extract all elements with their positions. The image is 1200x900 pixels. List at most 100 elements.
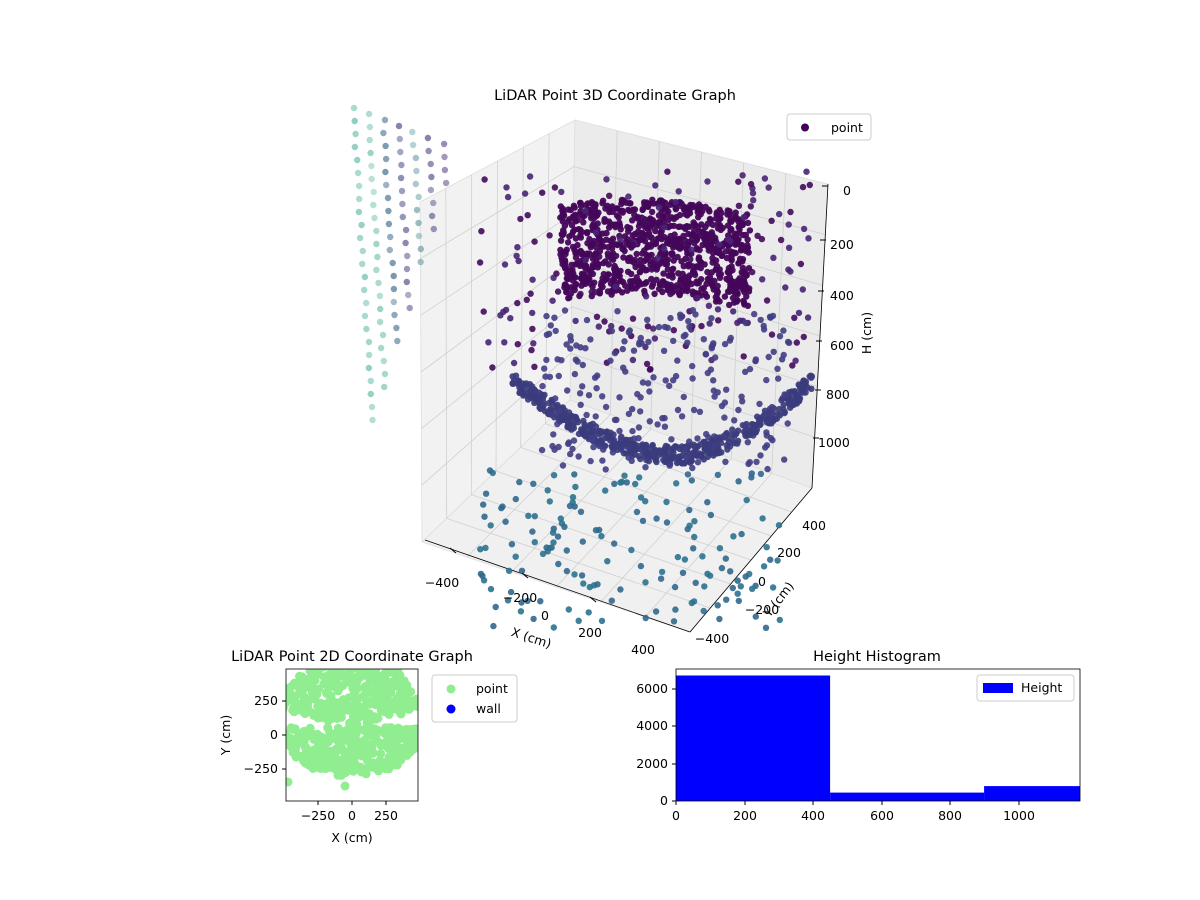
- point-3d: [776, 210, 783, 218]
- point-2d: [403, 733, 413, 743]
- point-3d: [733, 430, 740, 437]
- point-3d: [731, 417, 738, 424]
- point-3d: [655, 204, 663, 211]
- point-3d: [368, 162, 375, 170]
- point-3d: [722, 555, 729, 562]
- point-3d: [604, 250, 611, 257]
- point-3d: [742, 319, 749, 327]
- legend-2d-label-point: point: [476, 681, 508, 696]
- point-3d: [685, 452, 693, 459]
- point-3d: [761, 411, 768, 419]
- point-3d: [709, 221, 717, 229]
- point-3d: [427, 160, 434, 168]
- legend-hist-box: [976, 674, 1075, 702]
- point-3d: [509, 373, 516, 380]
- point-3d: [580, 219, 587, 226]
- point-3d: [367, 390, 374, 398]
- point-3d: [572, 483, 579, 491]
- point-3d: [661, 245, 668, 253]
- y-ticks-hist: 0 2000 4000 6000: [636, 681, 676, 808]
- point-3d: [521, 190, 529, 197]
- point-3d: [614, 308, 621, 315]
- point-3d: [726, 337, 734, 344]
- point-3d: [558, 188, 565, 196]
- point-3d: [707, 511, 715, 519]
- point-3d: [598, 532, 605, 540]
- point-3d: [750, 197, 757, 204]
- point-3d: [592, 413, 599, 420]
- point-3d: [711, 442, 719, 449]
- point-2d: [323, 723, 333, 733]
- point-3d: [546, 544, 553, 552]
- point-3d: [397, 174, 405, 182]
- point-3d: [480, 501, 487, 508]
- point-3d: [592, 201, 599, 208]
- point-3d: [501, 261, 509, 268]
- point-3d: [795, 393, 802, 400]
- point-3d: [622, 368, 629, 375]
- point-3d: [602, 403, 610, 411]
- point-3d: [676, 235, 684, 242]
- point-3d: [684, 223, 691, 230]
- z-axis-line: [811, 183, 829, 489]
- point-3d: [621, 338, 628, 345]
- point-3d: [367, 377, 374, 385]
- point-3d: [643, 360, 651, 368]
- point-3d: [683, 209, 690, 216]
- point-3d: [635, 261, 643, 268]
- point-3d: [669, 266, 676, 273]
- point-3d: [733, 298, 740, 305]
- point-3d: [656, 218, 664, 225]
- point-2d: [349, 689, 359, 699]
- point-3d: [763, 297, 771, 304]
- point-3d: [548, 411, 555, 418]
- point-3d: [728, 218, 735, 225]
- point-3d: [642, 579, 649, 586]
- point-3d: [579, 274, 587, 281]
- point-3d: [571, 571, 578, 578]
- point-3d: [715, 249, 722, 257]
- point-2d: [370, 724, 380, 734]
- point-3d: [644, 202, 651, 210]
- point-3d: [646, 233, 653, 241]
- point-3d: [634, 390, 641, 398]
- point-3d: [374, 253, 381, 261]
- y-tick-label: 0: [660, 793, 668, 808]
- point-3d: [550, 472, 558, 479]
- point-3d: [716, 545, 724, 552]
- point-3d: [604, 558, 611, 565]
- point-3d: [380, 357, 387, 365]
- point-3d: [676, 223, 684, 230]
- point-3d: [658, 568, 666, 576]
- point-3d: [625, 410, 633, 418]
- point-3d: [729, 437, 736, 444]
- point-3d: [688, 457, 695, 465]
- point-3d: [477, 546, 484, 553]
- point-3d: [679, 569, 687, 576]
- point-3d: [728, 257, 735, 264]
- point-3d: [690, 545, 697, 552]
- point-3d: [623, 479, 630, 486]
- point-2d: [393, 723, 403, 733]
- point-3d: [379, 331, 387, 339]
- point-3d: [508, 541, 516, 548]
- point-3d: [686, 323, 693, 331]
- point-3d: [685, 318, 692, 325]
- point-3d: [572, 317, 579, 325]
- point-3d: [585, 392, 593, 399]
- point-3d: [524, 385, 532, 392]
- plot-histogram: Height Histogram 0 200 400 600 800 1000 …: [636, 649, 1081, 823]
- point-3d: [582, 207, 589, 215]
- point-3d: [538, 446, 546, 454]
- point-3d: [694, 443, 701, 450]
- point-3d: [517, 215, 524, 223]
- y-axis-label-2d: Y (cm): [218, 715, 233, 756]
- point-3d: [366, 123, 374, 131]
- point-3d: [564, 239, 572, 246]
- point-3d: [509, 380, 517, 387]
- point-3d: [735, 406, 742, 414]
- point-3d: [637, 494, 645, 501]
- point-3d: [715, 220, 722, 227]
- point-3d: [567, 345, 574, 352]
- point-3d: [505, 567, 513, 574]
